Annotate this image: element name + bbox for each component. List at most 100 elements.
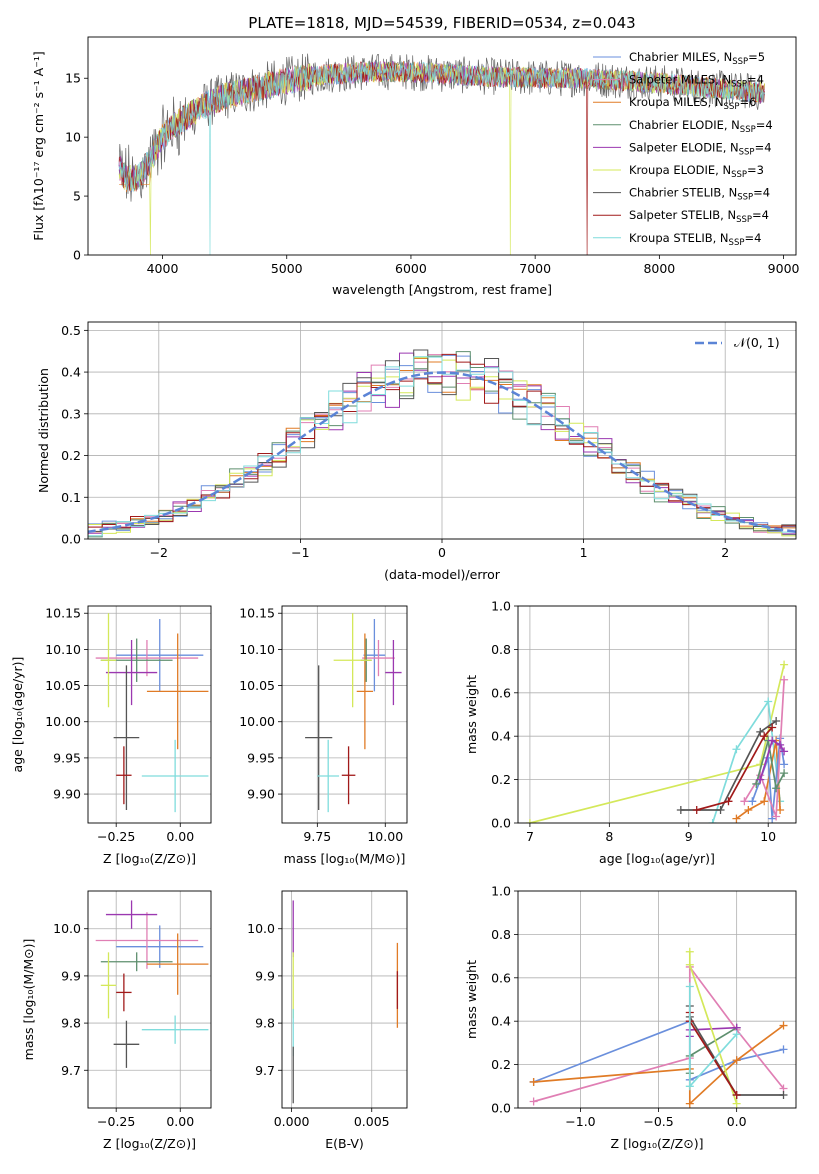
spectrum-lines xyxy=(118,53,765,255)
legend-entry: Salpeter MILES, NSSP=4 xyxy=(629,73,764,90)
y-tick-label: 0.8 xyxy=(491,642,511,657)
x-tick-label: 9000 xyxy=(768,261,800,276)
x-tick-label: 4000 xyxy=(147,261,179,276)
weight-marker xyxy=(525,819,534,823)
y-tick-label: 10.00 xyxy=(45,714,81,729)
x-tick-label: −0.5 xyxy=(643,1114,673,1129)
weight-marker xyxy=(772,717,781,726)
legend-entry: Chabrier STELIB, NSSP=4 xyxy=(629,186,770,203)
y-tick-label: 10.10 xyxy=(45,642,81,657)
histogram-axes xyxy=(84,322,796,543)
axes-frame xyxy=(87,605,212,824)
axes-frame xyxy=(281,890,408,1109)
x-tick-label: 7000 xyxy=(519,261,551,276)
y-axis-label: mass [log₁₀(M/M⊙)] xyxy=(21,939,36,1061)
y-axis-label: age [log₁₀(age/yr)] xyxy=(10,657,25,773)
legend-entry: Chabrier ELODIE, NSSP=4 xyxy=(629,118,773,135)
y-tick-label: 0.3 xyxy=(61,406,81,421)
x-tick-label: −0.25 xyxy=(97,1114,135,1129)
weight-marker xyxy=(756,775,765,784)
y-tick-label: 10.15 xyxy=(239,606,275,621)
x-tick-label: 0.000 xyxy=(274,1114,310,1129)
axes-frame xyxy=(87,890,212,1109)
weight-marker xyxy=(780,769,789,778)
weight-line xyxy=(696,726,773,811)
y-tick-label: 1.0 xyxy=(491,599,511,614)
y-tick-label: 10.05 xyxy=(239,678,275,693)
weight-marker xyxy=(716,805,725,814)
weight-marker xyxy=(724,797,733,806)
y-tick-label: 9.95 xyxy=(247,750,275,765)
weight-line xyxy=(755,740,785,791)
x-tick-label: 5000 xyxy=(271,261,303,276)
weight-marker xyxy=(685,1099,694,1108)
y-tick-label: 0.0 xyxy=(491,816,511,831)
y-tick-label: 9.9 xyxy=(255,968,275,983)
x-tick-label: 0.00 xyxy=(166,1114,194,1129)
x-tick-label: 0 xyxy=(438,545,446,560)
mass-age-axes xyxy=(278,606,407,827)
y-axis-label: Normed distribution xyxy=(36,368,51,493)
y-tick-label: 10.10 xyxy=(239,642,275,657)
weight-marker xyxy=(740,797,749,806)
weight-marker xyxy=(779,1021,788,1030)
spectrum-axes xyxy=(84,77,784,259)
x-tick-label: 0.00 xyxy=(166,829,194,844)
y-tick-label: 9.95 xyxy=(53,750,81,765)
weight-marker xyxy=(732,1030,741,1039)
weight-marker xyxy=(780,747,789,756)
y-axis-label: Flux [fλ10⁻¹⁷ erg cm⁻² s⁻¹ A⁻¹] xyxy=(31,51,46,240)
weight-marker xyxy=(748,797,757,806)
legend-entry: Kroupa STELIB, NSSP=4 xyxy=(629,231,761,248)
y-tick-label: 1.0 xyxy=(491,884,511,899)
y-tick-label: 9.7 xyxy=(255,1063,275,1078)
y-tick-label: 0 xyxy=(73,248,81,263)
y-tick-label: 0.0 xyxy=(61,532,81,547)
weight-marker xyxy=(768,736,777,745)
weight-marker xyxy=(768,723,777,732)
x-tick-label: 10.00 xyxy=(367,829,403,844)
y-tick-label: 0.5 xyxy=(61,323,81,338)
x-tick-label: 0.005 xyxy=(354,1114,390,1129)
x-axis-label: wavelength [Angstrom, rest frame] xyxy=(332,282,552,297)
y-axis-label: mass weight xyxy=(464,960,479,1039)
x-axis-label: age [log₁₀(age/yr)] xyxy=(599,851,715,866)
weight-marker xyxy=(529,1077,538,1086)
axes-frame xyxy=(281,605,408,824)
x-axis-label: Z [log₁₀(Z/Z⊙)] xyxy=(611,1136,704,1151)
weight-marker xyxy=(685,982,694,991)
z-age-axes xyxy=(84,606,211,827)
y-tick-label: 10.00 xyxy=(239,714,275,729)
legend-entry: Kroupa MILES, NSSP=6 xyxy=(629,95,756,112)
mass-age-axes-marks xyxy=(305,613,402,813)
weight-marker xyxy=(776,805,785,814)
weight-marker xyxy=(764,697,773,706)
weight-marker xyxy=(685,960,694,969)
weight-marker xyxy=(760,732,769,741)
age-weight-axes-marks xyxy=(525,660,789,823)
z-weight-axes xyxy=(514,890,796,1112)
y-tick-label: 0.4 xyxy=(491,729,511,744)
y-tick-label: 10.05 xyxy=(45,678,81,693)
y-axis-label: mass weight xyxy=(464,675,479,754)
weight-marker xyxy=(732,814,741,823)
spectrum-line-kroupa-stelib xyxy=(118,61,765,255)
weight-marker xyxy=(685,947,694,956)
y-tick-label: 0.6 xyxy=(491,970,511,985)
y-tick-label: 9.8 xyxy=(61,1016,81,1031)
x-axis-label: Z [log₁₀(Z/Z⊙)] xyxy=(103,851,196,866)
y-tick-label: 0.2 xyxy=(491,772,511,787)
y-tick-label: 0.4 xyxy=(61,365,81,380)
weight-marker xyxy=(779,1090,788,1099)
x-tick-label: 8000 xyxy=(643,261,675,276)
x-tick-label: −1 xyxy=(291,545,309,560)
weight-marker xyxy=(744,805,753,814)
y-tick-label: 0.2 xyxy=(61,448,81,463)
z-age-axes-marks xyxy=(95,613,209,813)
x-tick-label: 2 xyxy=(721,545,729,560)
legend-entry: Kroupa ELODIE, NSSP=3 xyxy=(629,163,764,180)
x-axis-label: E(B-V) xyxy=(325,1136,364,1151)
weight-marker xyxy=(676,805,685,814)
histogram-step xyxy=(88,356,796,538)
